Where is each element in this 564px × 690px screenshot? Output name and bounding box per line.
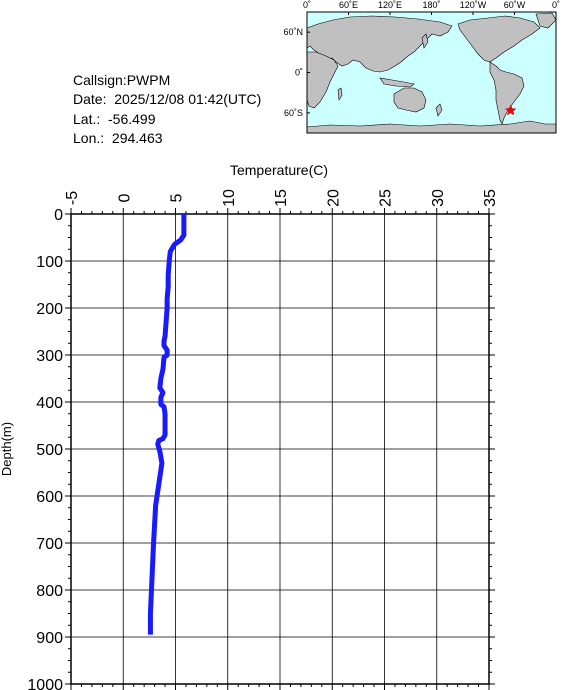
star-icon [504, 104, 517, 116]
land-africa [306, 51, 339, 109]
plot-grid [70, 213, 490, 685]
temperature-profile-line [147, 214, 187, 635]
world-map: 0˚ 60˚E 120˚E 180˚ 120˚W 60˚W 0˚ 60˚N 0˚ 60˚S [283, 0, 560, 134]
x-tick-label: 25 [378, 189, 395, 207]
land-japan [421, 33, 429, 49]
y-tick-label: 700 [36, 536, 63, 553]
x-tick-label: 0 [116, 193, 133, 202]
y-tick-label: 500 [36, 442, 63, 459]
x-tick-label: 20 [325, 189, 342, 207]
map-lat-label: 60˚S [284, 108, 303, 118]
temperature-series [147, 214, 187, 635]
land-new-zealand [435, 103, 443, 117]
map-longitude-labels: 0˚ 60˚E 120˚E 180˚ 120˚W 60˚W 0˚ [303, 0, 560, 15]
map-lon-label: 0˚ [303, 0, 311, 10]
y-tick-label: 0 [54, 207, 63, 224]
land-indonesia [379, 77, 415, 88]
y-tick-labels: 0 100 200 300 400 500 600 700 800 900 1000 [27, 207, 63, 690]
y-tick-label: 600 [36, 489, 63, 506]
latitude-label: Lat.: -56.499 [73, 110, 156, 127]
map-latitude-labels: 60˚N 0˚ 60˚S [283, 27, 310, 118]
land-greenland [535, 12, 557, 29]
y-tick-label: 900 [36, 630, 63, 647]
x-tick-label: 5 [169, 193, 186, 202]
x-tick-label: 10 [221, 189, 238, 207]
x-tick-label: 35 [482, 189, 499, 207]
x-axis-title: Temperature(C) [230, 162, 328, 178]
land-north-america [457, 15, 541, 63]
map-lon-label: 120˚E [378, 0, 402, 10]
plot-frame [70, 213, 490, 685]
y-axis-title: Depth(m) [0, 422, 14, 476]
station-info: Callsign:PWPM Date: 2025/12/08 01:42(UTC… [73, 71, 261, 148]
x-tick-label: 30 [430, 189, 447, 207]
x-tick-label: 15 [273, 189, 290, 207]
map-lon-label: 0˚ [552, 0, 560, 10]
longitude-label: Lon.: 294.463 [73, 129, 163, 146]
y-tick-label: 200 [36, 301, 63, 318]
y-tick-label: 1000 [27, 677, 63, 690]
map-lon-label: 60˚E [339, 0, 358, 10]
land-madagascar [337, 87, 343, 101]
x-tick-labels: -5 0 5 10 15 20 25 30 35 [64, 189, 499, 207]
map-land [306, 12, 557, 134]
y-tick-label: 800 [36, 583, 63, 600]
profile-plot: -5 0 5 10 15 20 25 30 35 01002003004005006007008… [0, 162, 499, 690]
x-tick-label: -5 [64, 191, 81, 205]
station-marker [504, 104, 517, 116]
map-lon-label: 60˚W [504, 0, 526, 10]
map-lon-label: 120˚W [460, 0, 487, 10]
y-tick-label: 400 [36, 395, 63, 412]
map-lat-label: 0˚ [295, 68, 303, 78]
y-tick-label: 300 [36, 348, 63, 365]
date-label: Date: 2025/12/08 01:42(UTC) [73, 91, 262, 108]
y-tick-label: 100 [36, 254, 63, 271]
map-lat-label: 60˚N [283, 27, 303, 37]
callsign-label: Callsign:PWPM [73, 72, 171, 88]
map-lon-label: 180˚ [422, 0, 440, 10]
land-australia [393, 87, 427, 113]
